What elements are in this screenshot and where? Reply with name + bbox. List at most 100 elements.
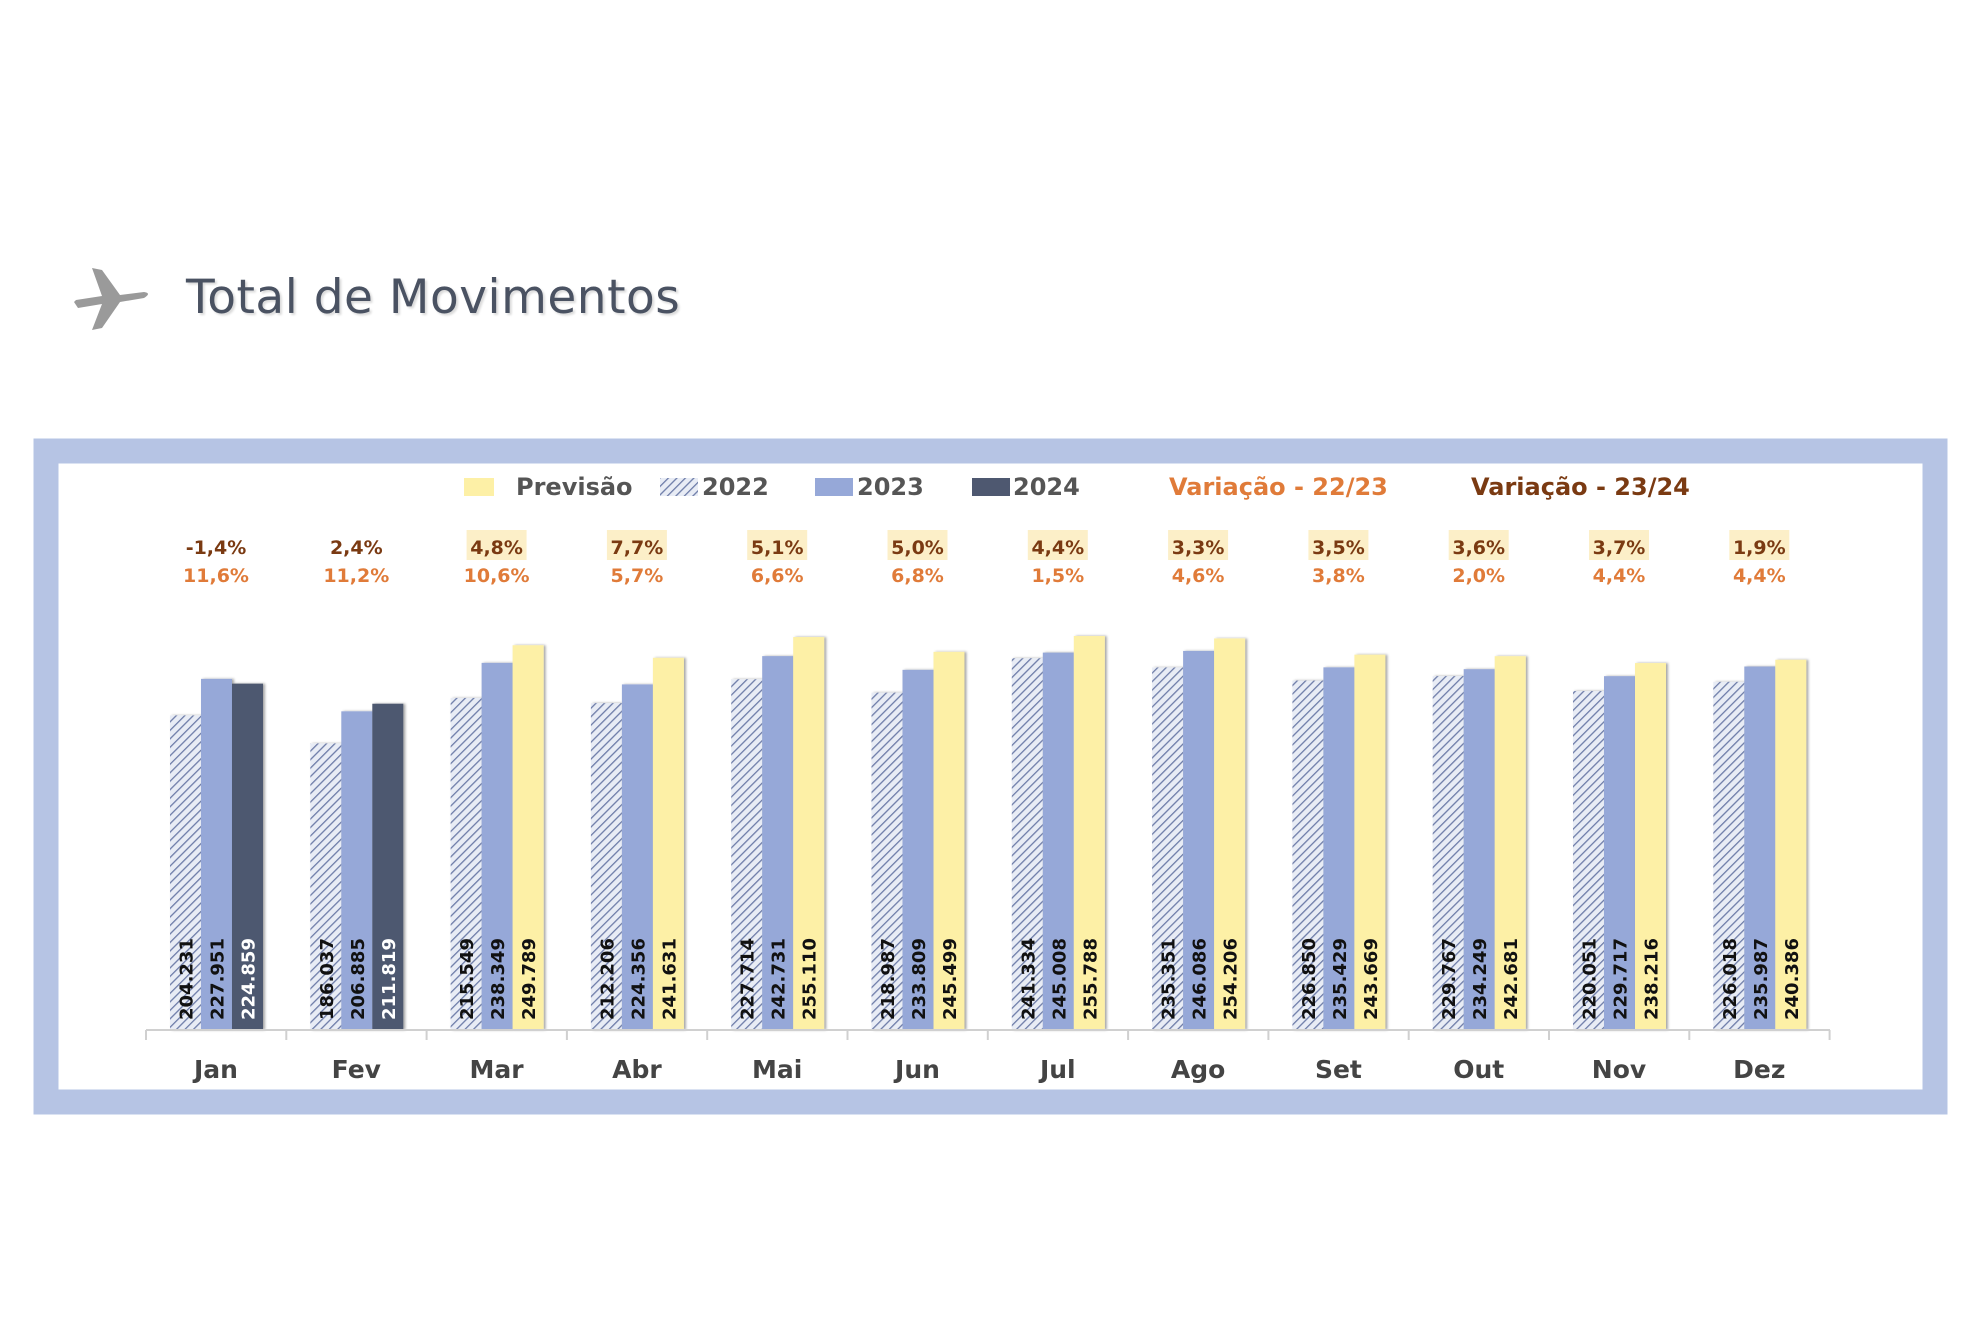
- forecast-highlight-box: [747, 530, 808, 560]
- x-axis-label: Out: [1453, 1055, 1504, 1084]
- bar-previsao-value-label: 255.788: [1080, 938, 1101, 1020]
- forecast-highlight-box: [466, 530, 527, 560]
- bar-2022-value-label: 226.018: [1720, 938, 1741, 1020]
- bar-previsao-value-label: 255.110: [800, 938, 821, 1020]
- variacao-23-24-label: 7,7%: [611, 537, 664, 559]
- legend-label-2022: 2022: [702, 473, 769, 501]
- legend-swatch-2024: [972, 478, 1010, 496]
- forecast-highlight-box: [1448, 530, 1509, 560]
- legend-label-previsao: Previsão: [516, 473, 633, 501]
- variacao-22-23-label: 11,2%: [323, 565, 389, 587]
- x-axis-label: Set: [1315, 1055, 1362, 1084]
- bar-previsao-value-label: 241.631: [659, 938, 680, 1020]
- forecast-highlight-box: [1168, 530, 1229, 560]
- forecast-highlight-box: [1308, 530, 1369, 560]
- bar-2023-value-label: 229.717: [1611, 938, 1632, 1020]
- legend-swatch-2022: [660, 478, 698, 496]
- forecast-highlight-box: [887, 530, 948, 560]
- variacao-22-23-label: 1,5%: [1031, 565, 1084, 587]
- bar-2022: [170, 715, 201, 1030]
- variacao-22-23-label: 10,6%: [464, 565, 530, 587]
- bar-2023-value-label: 235.987: [1751, 938, 1772, 1020]
- bar-previsao: [1214, 638, 1246, 1030]
- bar-2023-value-label: 233.809: [909, 938, 930, 1020]
- bar-previsao: [1073, 636, 1105, 1030]
- bar-2023: [1463, 669, 1495, 1030]
- bar-previsao: [512, 645, 544, 1030]
- bar-previsao-value-label: 245.499: [940, 938, 961, 1020]
- bar-2024-value-label: 224.859: [239, 938, 260, 1020]
- bar-2023-value-label: 242.731: [769, 938, 790, 1020]
- variacao-23-24-label: 3,5%: [1312, 537, 1365, 559]
- bar-2023: [1042, 652, 1074, 1030]
- variacao-23-24-label: 3,6%: [1452, 537, 1505, 559]
- forecast-highlight-box: [1027, 530, 1088, 560]
- page-header: Total de Movimentos: [72, 262, 680, 332]
- bar-2022: [1713, 681, 1745, 1030]
- bar-2022: [731, 679, 763, 1030]
- variacao-22-23-label: 2,0%: [1452, 565, 1505, 587]
- bar-2023: [341, 711, 373, 1030]
- page-title: Total de Movimentos: [186, 269, 681, 325]
- bar-previsao-value-label: 249.789: [519, 938, 540, 1020]
- bar-2022-value-label: 220.051: [1580, 938, 1601, 1020]
- bar-previsao-value-label: 238.216: [1642, 938, 1663, 1020]
- forecast-highlight-box: [1589, 530, 1649, 560]
- variacao-22-23-label: 4,4%: [1733, 565, 1786, 587]
- bar-2022-value-label: 212.206: [597, 938, 618, 1020]
- legend: Previsão 2022 2023 2024 Variação - 22/23 Vari…: [464, 473, 1690, 501]
- bar-previsao-value-label: 242.681: [1501, 938, 1522, 1020]
- variacao-23-24-label: 3,7%: [1593, 537, 1646, 559]
- bar-previsao-value-label: 254.206: [1221, 938, 1242, 1020]
- bar-previsao: [933, 651, 965, 1030]
- bar-2022: [1573, 691, 1604, 1030]
- bar-previsao: [1775, 659, 1807, 1030]
- bar-2023: [621, 684, 653, 1030]
- bar-previsao: [793, 637, 825, 1030]
- bar-2022: [1432, 676, 1464, 1030]
- bar-2023-value-label: 246.086: [1190, 938, 1211, 1020]
- legend-label-variacao-22-23: Variação - 22/23: [1169, 473, 1388, 501]
- bar-2022-value-label: 186.037: [317, 938, 338, 1020]
- bar-previsao-value-label: 240.386: [1782, 938, 1803, 1020]
- variacao-22-23-label: 6,8%: [891, 565, 944, 587]
- bar-2022-value-label: 204.231: [177, 938, 198, 1020]
- variacao-22-23-label: 6,6%: [751, 565, 804, 587]
- bar-2023: [1323, 667, 1355, 1030]
- variacao-23-24-label: 2,4%: [330, 537, 383, 559]
- x-axis-label: Mar: [470, 1055, 525, 1084]
- x-axis-label: Dez: [1733, 1055, 1785, 1084]
- variacao-23-24-label: 4,4%: [1031, 537, 1084, 559]
- bar-previsao: [1494, 656, 1526, 1030]
- bar-2022: [1292, 680, 1324, 1030]
- bar-2023: [1183, 650, 1215, 1030]
- bar-2022-value-label: 229.767: [1439, 938, 1460, 1020]
- x-axis-label: Mai: [752, 1055, 802, 1084]
- bar-2023-value-label: 224.356: [628, 938, 649, 1020]
- bar-previsao: [1354, 654, 1386, 1030]
- legend-swatch-2023: [815, 478, 853, 496]
- variacao-22-23-label: 11,6%: [183, 565, 249, 587]
- bar-2022: [450, 697, 482, 1030]
- bar-2023: [762, 656, 794, 1030]
- bar-2023-value-label: 227.951: [208, 938, 229, 1020]
- legend-label-2023: 2023: [857, 473, 924, 501]
- bar-2023: [481, 662, 513, 1030]
- legend-label-variacao-23-24: Variação - 23/24: [1471, 473, 1690, 501]
- variacao-23-24-label: 5,0%: [891, 537, 944, 559]
- bar-2024: [232, 683, 263, 1030]
- bar-2022-value-label: 227.714: [738, 938, 759, 1020]
- bar-2022: [1011, 658, 1043, 1030]
- legend-label-2024: 2024: [1013, 473, 1080, 501]
- bar-2022: [590, 703, 622, 1030]
- x-axis-label: Fev: [332, 1055, 381, 1084]
- bar-2023: [902, 669, 934, 1030]
- bar-2022-value-label: 235.351: [1159, 938, 1180, 1020]
- bar-2023-value-label: 238.349: [488, 938, 509, 1020]
- airplane-icon: [74, 268, 148, 330]
- x-axis-label: Nov: [1592, 1055, 1646, 1084]
- variacao-23-24-label: 4,8%: [470, 537, 523, 559]
- x-axis-label: Ago: [1171, 1055, 1225, 1084]
- bar-2023: [1744, 666, 1776, 1030]
